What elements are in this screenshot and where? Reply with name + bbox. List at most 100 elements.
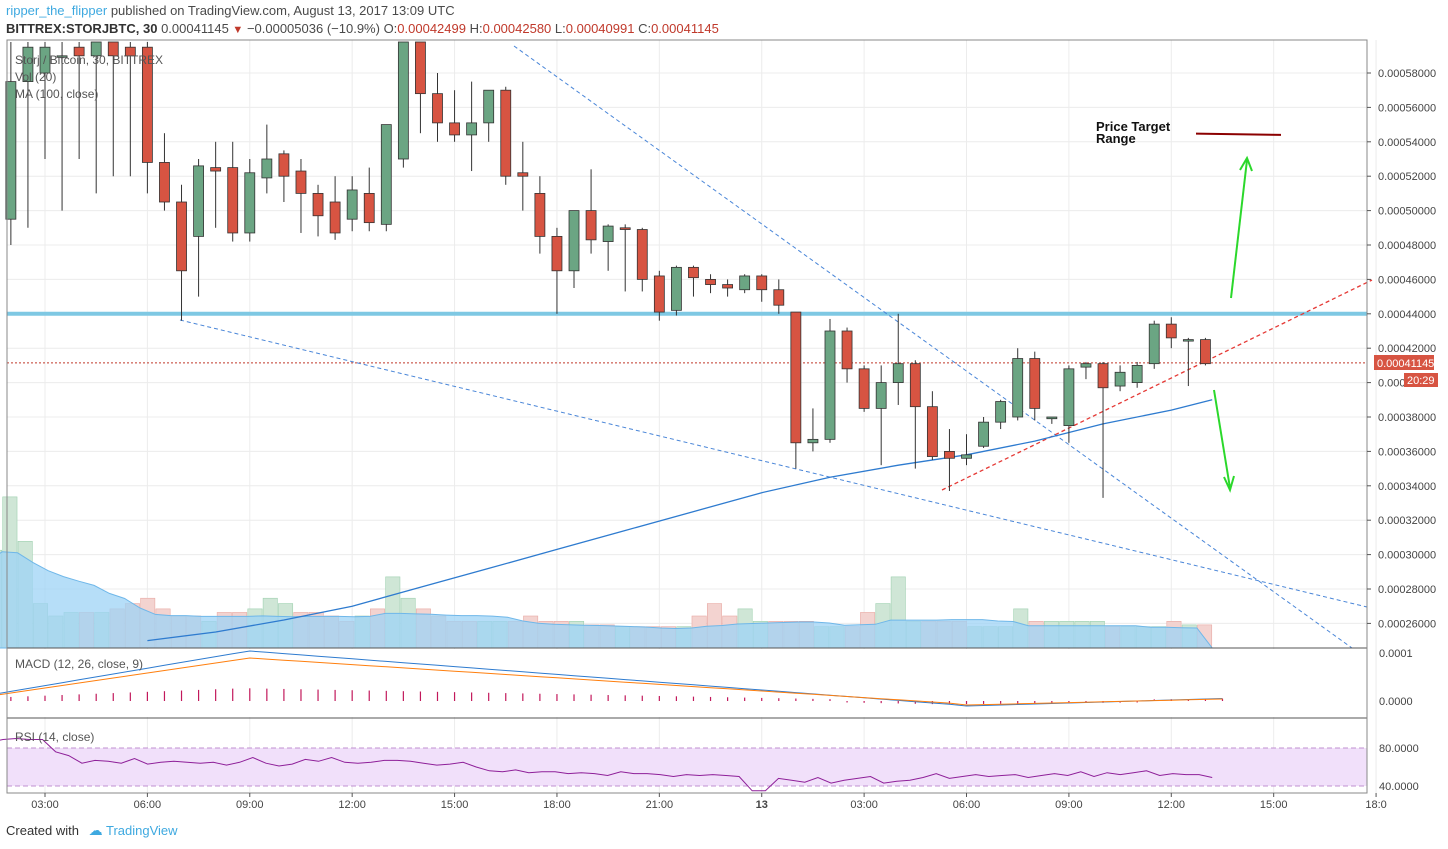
candle-down [107, 41, 119, 57]
candle-up [397, 41, 409, 160]
ascending-trendline [941, 279, 1373, 491]
publish-line: ripper_the_flipper published on TradingV… [6, 3, 455, 18]
time-tick-label: 03:00 [850, 799, 878, 811]
candle-up [380, 124, 392, 225]
candle-down [329, 201, 341, 234]
candle-down [500, 89, 512, 177]
candle-up [875, 382, 887, 409]
candle-up [1131, 364, 1143, 383]
descending-trendline-upper [513, 45, 1353, 649]
candle-down [73, 46, 85, 57]
rsi-tick-label: 40.0000 [1379, 781, 1419, 793]
candle-down [534, 192, 546, 237]
chart-area[interactable]: Price Target Range 0.0001 0.0000 0.000260… [0, 0, 1448, 815]
candle-up [1080, 363, 1092, 368]
candle-up [90, 41, 102, 57]
author-link[interactable]: ripper_the_flipper [6, 3, 108, 18]
candle-up [483, 89, 495, 124]
low-value: 0.00040991 [565, 21, 635, 36]
candle-down [653, 275, 665, 313]
tradingview-logo-icon: ☁ [88, 822, 103, 838]
candle-down [124, 46, 136, 57]
macd-tick-label: 0.0000 [1379, 696, 1413, 708]
price-tick-label: 0.00050000 [1378, 206, 1436, 218]
high-value: 0.00042580 [482, 21, 552, 36]
candle-down [141, 46, 153, 163]
price-tick-label: 0.00044000 [1378, 309, 1436, 321]
candle-down [210, 167, 222, 172]
time-tick-label: 12:00 [1158, 799, 1186, 811]
rsi-legend: RSI (14, close) [15, 730, 94, 744]
countdown-label: 20:29 [1407, 375, 1435, 387]
open-value: 0.00042499 [397, 21, 466, 36]
candle-down [363, 192, 375, 224]
candle-down [227, 167, 239, 234]
candles [5, 41, 1211, 498]
published-text: published on TradingView.com, August 13,… [110, 3, 455, 18]
candle-down [841, 330, 853, 370]
candle-down [790, 311, 802, 444]
time-tick-label: 18:0 [1365, 799, 1386, 811]
candle-up [346, 189, 358, 220]
candle-down [722, 284, 733, 289]
candle-up [56, 55, 68, 58]
candle-up [568, 210, 580, 272]
candle-down [619, 227, 631, 230]
candle-up [1046, 416, 1058, 420]
annotation-line-2: Range [1096, 131, 1136, 146]
price-axis[interactable]: 0.00026000 0.00028000 0.00030000 0.00032000… [1367, 68, 1436, 793]
candle-down [415, 41, 426, 95]
candle-up [961, 454, 972, 459]
macd-tick-label: 0.0001 [1379, 648, 1413, 660]
time-axis[interactable]: 03:00 06:00 09:00 12:00 15:00 18:00 21:00 13 03:… [31, 793, 1387, 811]
price-tick-label: 0.00036000 [1378, 446, 1436, 458]
volume-ma-area [0, 551, 1214, 649]
candle-up [978, 421, 989, 447]
price-tick-label: 0.00056000 [1378, 102, 1436, 114]
time-tick-label: 09:00 [236, 799, 264, 811]
candle-up [602, 225, 614, 242]
candle-up [5, 81, 17, 220]
candle-down [858, 368, 870, 409]
candle-up [1148, 323, 1160, 365]
candle-down [551, 235, 563, 272]
time-tick-label: 06:00 [953, 799, 981, 811]
price-tick-label: 0.00028000 [1378, 584, 1436, 596]
high-label: H: [469, 21, 483, 36]
low-label: L: [554, 21, 566, 36]
price-tick-label: 0.00048000 [1378, 240, 1436, 252]
up-arrow-icon [1230, 155, 1253, 299]
time-tick-label: 21:00 [646, 799, 674, 811]
candle-down [636, 229, 648, 280]
candle-down [432, 93, 443, 124]
candle-up [39, 46, 51, 74]
macd-signal-line [0, 657, 1223, 706]
price-tick-label: 0.00034000 [1378, 481, 1436, 493]
down-triangle-icon: ▼ [232, 24, 244, 36]
candle-down [176, 201, 187, 272]
candle-down [449, 122, 460, 136]
candle-down [312, 192, 324, 217]
candle-up [995, 401, 1007, 423]
macd-pane [7, 649, 1367, 717]
price-tick-label: 0.00032000 [1378, 515, 1436, 527]
time-tick-label: 15:00 [1260, 799, 1288, 811]
countdown-badge [1404, 373, 1438, 387]
candle-up [824, 330, 836, 440]
last-price-badge [1374, 355, 1434, 370]
candle-down [756, 275, 768, 291]
candle-up [1114, 371, 1126, 387]
tradingview-brand[interactable]: TradingView [106, 823, 178, 838]
candle-down [773, 289, 785, 306]
candle-down [278, 153, 290, 177]
candle-up [892, 363, 904, 383]
candle-up [193, 165, 204, 237]
rsi-band [7, 748, 1367, 786]
candle-up [739, 275, 751, 291]
rsi-tick-label: 80.0000 [1379, 743, 1419, 755]
legend-main: Storj / Bitcoin, 30, BITTREX [15, 53, 163, 67]
annotation-line-1: Price Target [1096, 119, 1171, 134]
candle-down [295, 170, 307, 194]
candle-up [1063, 368, 1075, 426]
candle-down [517, 172, 529, 177]
